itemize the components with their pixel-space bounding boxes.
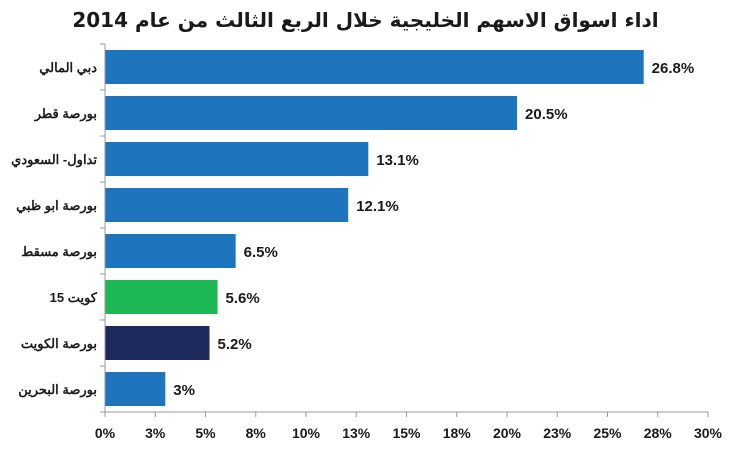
x-tick-label: 10%: [292, 425, 321, 441]
bar: [105, 142, 369, 176]
category-label: بورصة البحرين: [18, 382, 97, 398]
category-label: بورصة قطر: [34, 106, 97, 122]
data-label: 13.1%: [376, 152, 419, 169]
data-label: 5.6%: [226, 290, 260, 307]
bar: [105, 280, 218, 314]
x-tick-label: 30%: [694, 425, 723, 441]
x-tick-label: 8%: [246, 425, 267, 441]
category-label: كويت 15: [50, 290, 98, 306]
bar: [105, 96, 518, 130]
category-label: دبي المالي: [39, 60, 97, 76]
x-tick-label: 15%: [392, 425, 421, 441]
category-label: بورصة الكويت: [21, 336, 97, 352]
chart-title: اداء اسواق الاسهم الخليجية خلال الربع ال…: [72, 8, 659, 32]
category-label: تداول- السعودي: [11, 152, 97, 168]
x-tick-label: 23%: [543, 425, 572, 441]
x-tick-label: 18%: [443, 425, 472, 441]
x-tick-label: 20%: [493, 425, 522, 441]
data-label: 6.5%: [244, 244, 278, 261]
x-tick-label: 13%: [342, 425, 371, 441]
bar: [105, 234, 236, 268]
x-tick-label: 25%: [593, 425, 622, 441]
bar: [105, 326, 210, 360]
x-tick-label: 28%: [644, 425, 673, 441]
data-label: 26.8%: [652, 60, 695, 77]
category-label: بورصة مسقط: [21, 244, 97, 260]
x-tick-label: 5%: [195, 425, 216, 441]
data-label: 5.2%: [218, 336, 252, 353]
x-tick-label: 3%: [145, 425, 166, 441]
x-tick-label: 0%: [95, 425, 116, 441]
data-label: 12.1%: [356, 198, 399, 215]
category-label: بورصة ابو ظبي: [16, 198, 97, 214]
bar: [105, 188, 349, 222]
bar: [105, 50, 644, 84]
bar: [105, 372, 166, 406]
data-label: 20.5%: [525, 106, 568, 123]
data-label: 3%: [173, 382, 195, 399]
